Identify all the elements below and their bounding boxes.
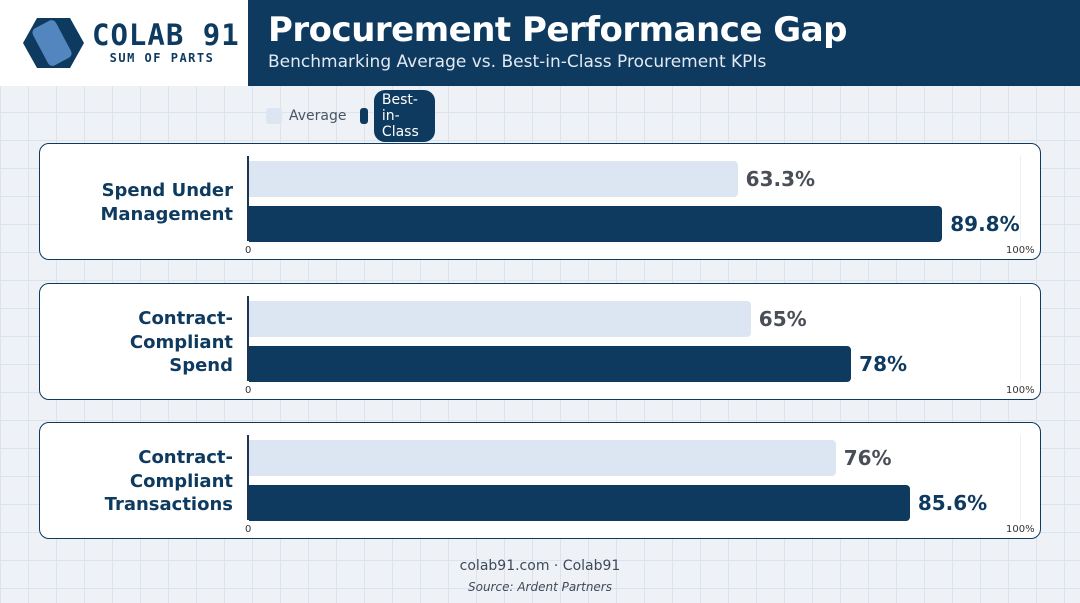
header-banner: COLAB 91 SUM OF PARTS Procurement Perfor…	[0, 0, 1080, 86]
gridline-100	[1020, 435, 1021, 520]
bar-best-in-class	[249, 346, 852, 382]
data-label-best-in-class: 85.6%	[917, 491, 988, 515]
chart-panel: Contract-Compliant Transactions 76% 85.6% 0 1…	[39, 422, 1041, 539]
bar-average	[249, 301, 751, 337]
axis-line	[247, 435, 249, 520]
data-label-best-in-class: 89.8%	[950, 212, 1020, 236]
data-label-average: 65%	[758, 307, 807, 331]
bar-best-in-class	[249, 485, 910, 521]
legend-swatch-best	[360, 108, 368, 124]
bar-best-in-class	[249, 206, 943, 242]
footer-credit: colab91.com · Colab91	[459, 558, 621, 574]
logo: COLAB 91 SUM OF PARTS	[0, 0, 248, 86]
gridline-100	[1020, 156, 1021, 241]
axis-line	[247, 156, 249, 241]
footer-source: Source: Ardent Partners	[467, 580, 612, 594]
tick-label-max: 100%	[1006, 385, 1035, 396]
legend-label-average: Average	[289, 108, 347, 124]
axis-line	[247, 296, 249, 381]
chart-panel: Contract-Compliant Spend 65% 78% 0 100%	[39, 283, 1041, 400]
legend-item-best: Best-in-Class	[360, 90, 435, 142]
category-label: Contract-Compliant Transactions	[40, 423, 233, 540]
tick-label-max: 100%	[1006, 245, 1035, 256]
legend-item-average: Average	[266, 104, 347, 128]
logo-name: COLAB 91	[92, 18, 240, 52]
tick-label-min: 0	[245, 524, 252, 535]
tick-label-max: 100%	[1006, 524, 1035, 535]
category-label: Contract-Compliant Spend	[40, 284, 233, 401]
tick-label-min: 0	[245, 245, 252, 256]
logo-tagline: SUM OF PARTS	[109, 51, 215, 65]
bar-average	[249, 440, 836, 476]
bar-average	[249, 161, 738, 197]
legend-label-best: Best-in-Class	[373, 90, 435, 142]
page-subtitle: Benchmarking Average vs. Best-in-Class P…	[268, 52, 767, 72]
data-label-average: 63.3%	[745, 167, 816, 191]
data-label-average: 76%	[843, 446, 892, 470]
legend-swatch-average	[266, 108, 282, 124]
logo-mark-icon	[23, 18, 84, 68]
data-label-best-in-class: 78%	[859, 352, 908, 376]
category-label-text: Spend Under Management	[100, 180, 234, 225]
gridline-100	[1020, 296, 1021, 381]
tick-label-min: 0	[245, 385, 252, 396]
chart-panel: Spend Under Management 63.3% 89.8% 0 100%	[39, 143, 1041, 260]
category-label-text: Contract-Compliant Spend	[129, 308, 233, 377]
category-label: Spend Under Management	[40, 144, 234, 261]
category-label-text: Contract-Compliant Transactions	[104, 447, 233, 516]
page-title: Procurement Performance Gap	[268, 10, 848, 50]
